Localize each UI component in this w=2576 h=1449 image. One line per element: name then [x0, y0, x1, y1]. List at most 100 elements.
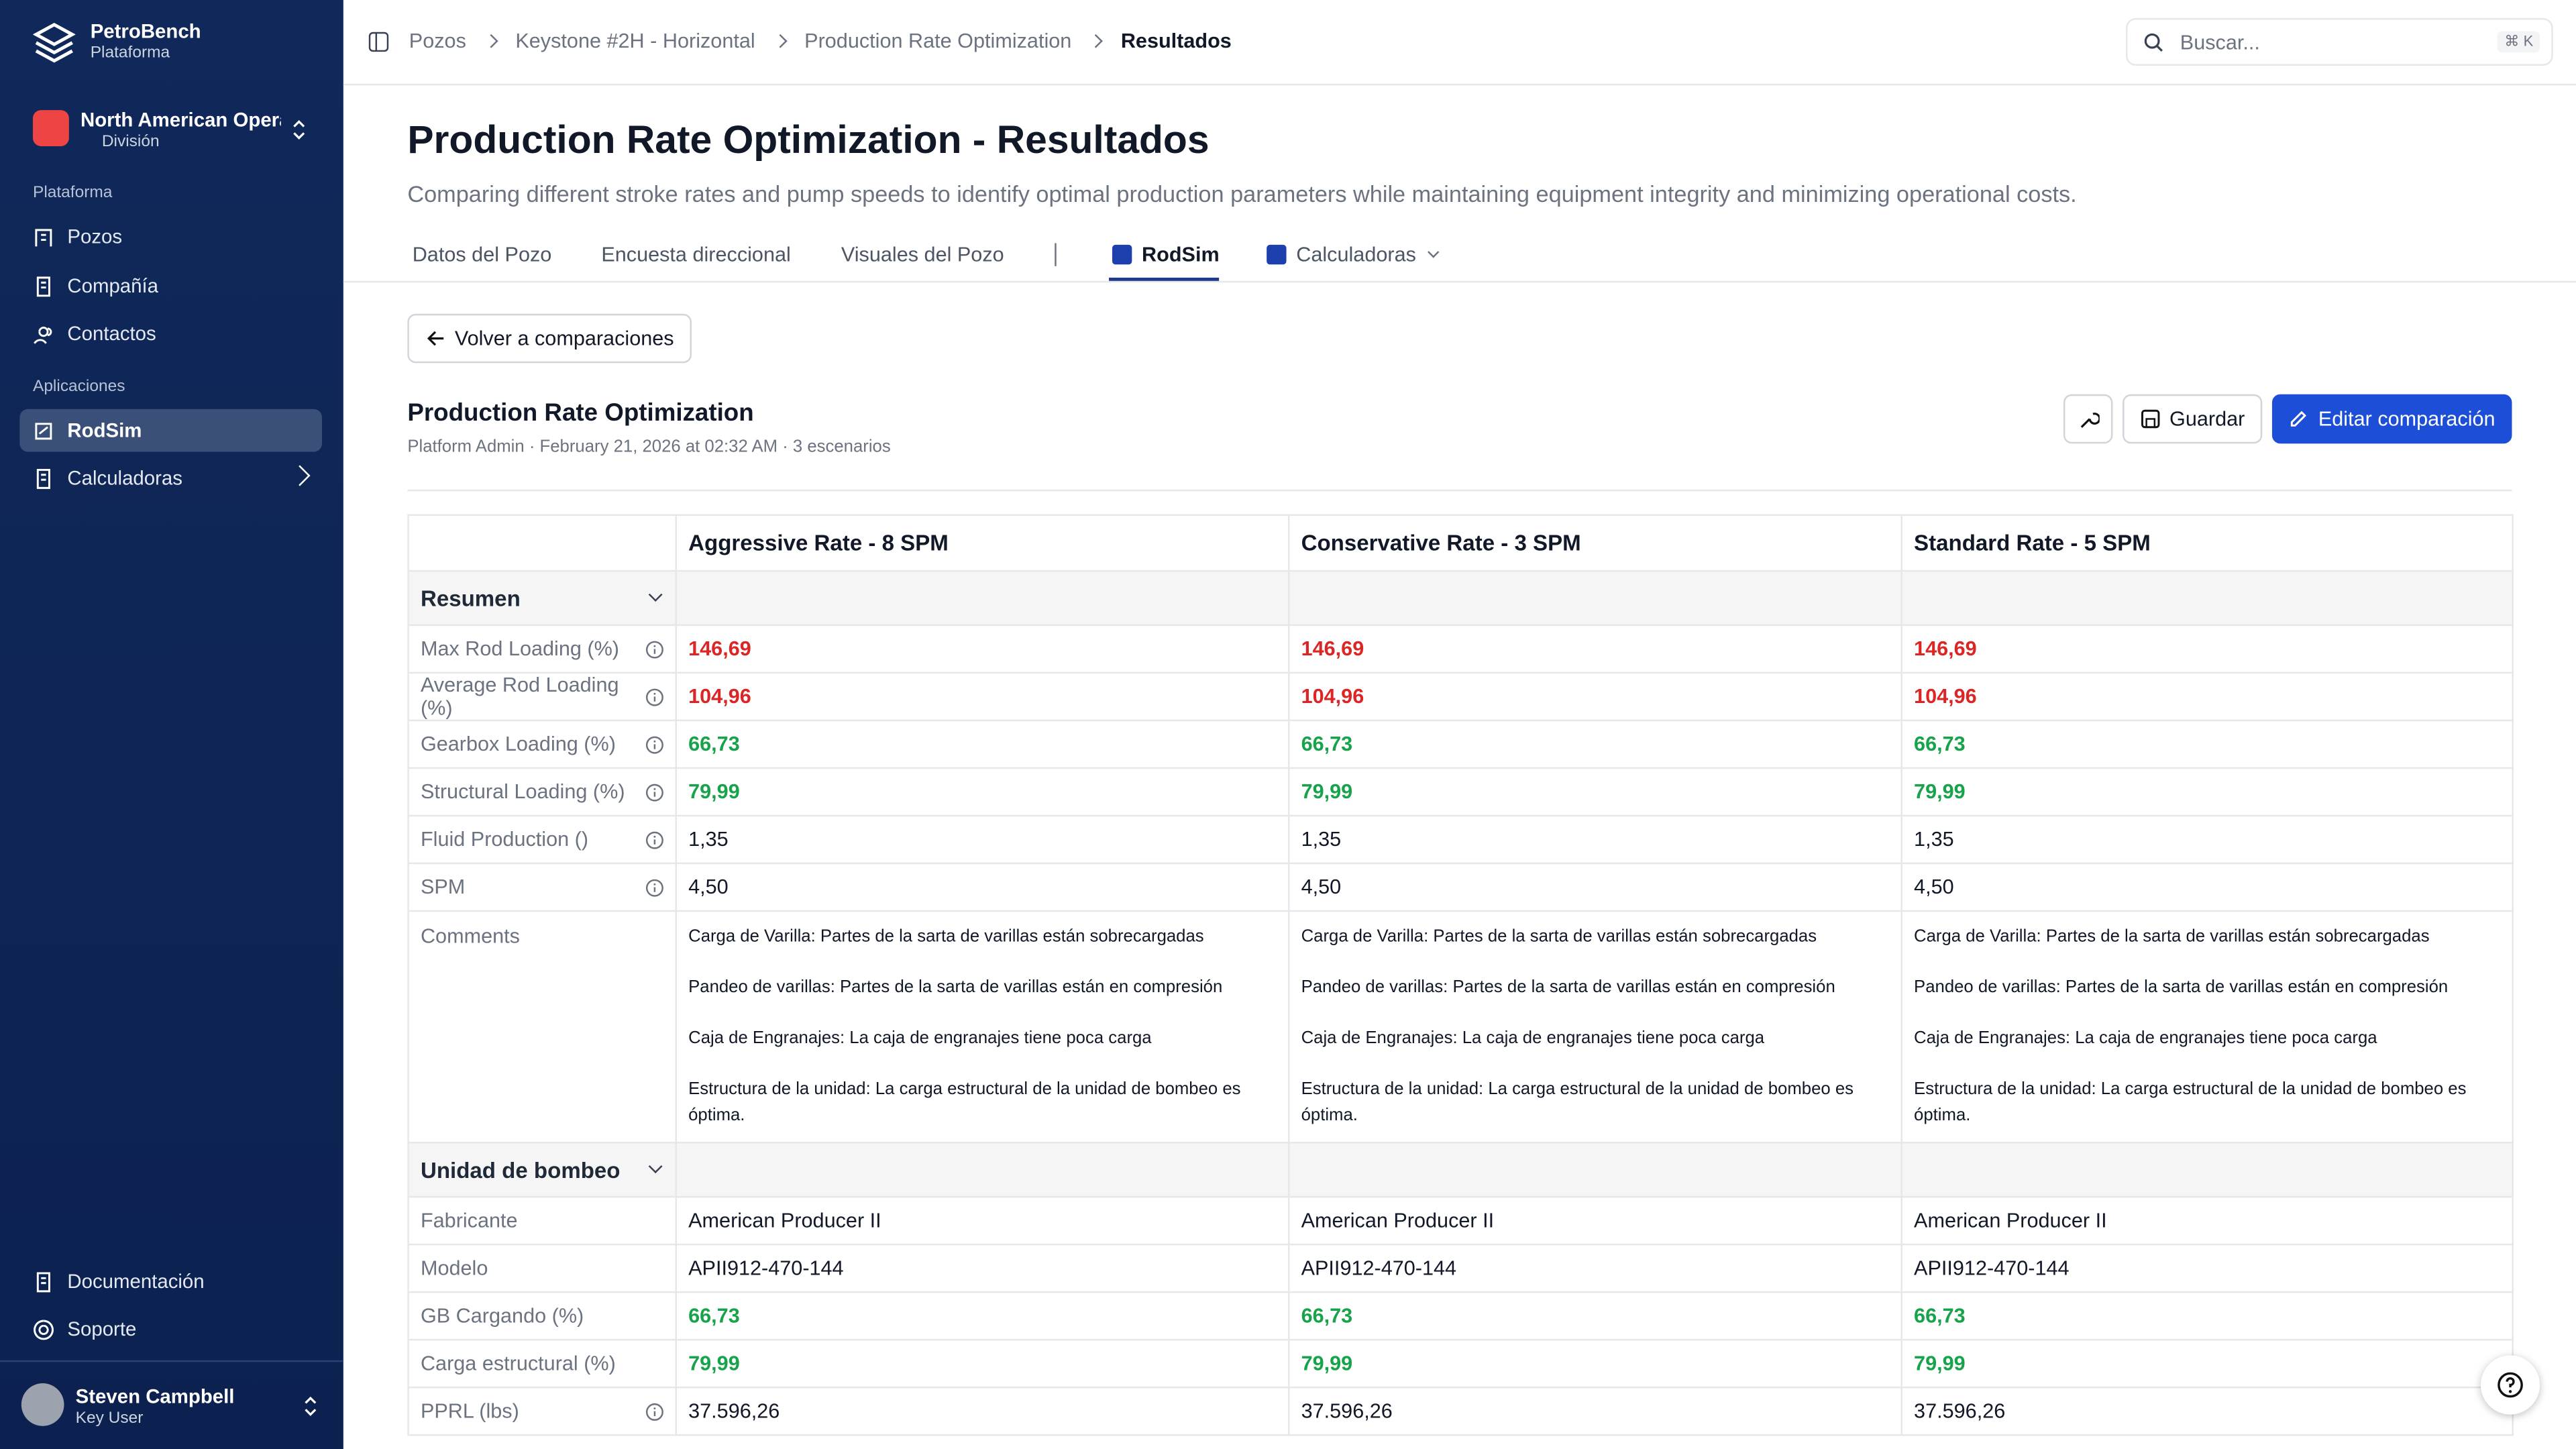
row-label-text: Carga estructural (%) — [420, 1352, 616, 1375]
breadcrumb-item[interactable]: Keystone #2H - Horizontal — [515, 30, 755, 53]
nav-item[interactable]: Compañía — [19, 264, 322, 307]
section-row: Unidad de bombeo — [407, 1142, 2514, 1198]
value-cell: APII912-470-144 — [1900, 1243, 2514, 1293]
nav-icon — [34, 1319, 54, 1340]
value-cell: 104,96 — [675, 672, 1290, 722]
data-row: Gearbox Loading (%) 66,73 66,73 66,73 — [407, 719, 2514, 769]
data-row: Average Rod Loading (%) 104,96 104,96 104,9… — [407, 672, 2514, 722]
tab[interactable]: Visuales del Pozo — [841, 243, 1004, 266]
info-icon[interactable] — [645, 640, 663, 658]
comment-line: Pandeo de varillas: Partes de la sarta d… — [1301, 977, 1835, 998]
nav-item[interactable]: Calculadoras — [19, 457, 322, 500]
row-label: GB Cargando (%) — [421, 1304, 663, 1327]
data-row: Modelo APII912-470-144 APII912-470-144 APII… — [407, 1243, 2514, 1293]
row-label-cell: GB Cargando (%) — [407, 1291, 677, 1341]
value-cell: 104,96 — [1288, 672, 1902, 722]
data-row: Fabricante American Producer II American P… — [407, 1195, 2514, 1246]
nav-item[interactable]: Soporte — [19, 1307, 322, 1350]
value-cell: 1,35 — [675, 814, 1290, 865]
comment-line: Estructura de la unidad: La carga estruc… — [688, 1079, 1241, 1126]
section-empty-cell — [675, 570, 1290, 627]
value-cell: 79,99 — [1900, 1338, 2514, 1389]
search-shortcut: ⌘ K — [2498, 31, 2540, 53]
search-box[interactable]: Buscar... ⌘ K — [2125, 17, 2553, 66]
row-label-cell: Average Rod Loading (%) — [407, 672, 677, 722]
nav-icon — [36, 468, 50, 488]
value-cell: 66,73 — [675, 1291, 1290, 1341]
tab[interactable]: RodSim — [1112, 243, 1220, 266]
data-row: PPRL (lbs) 37.596,26 37.596,26 37.596,26 — [407, 1386, 2514, 1436]
info-icon[interactable] — [645, 735, 663, 753]
value-cell: American Producer II — [1288, 1195, 1902, 1246]
nav-label: Contactos — [67, 322, 156, 345]
tab[interactable]: Datos del Pozo — [413, 243, 552, 266]
section-cell[interactable]: Resumen — [407, 570, 677, 627]
info-icon[interactable] — [645, 783, 663, 801]
info-icon[interactable] — [647, 688, 664, 706]
row-label-text: Comments — [420, 924, 520, 949]
tab-label: RodSim — [1142, 243, 1220, 266]
comment-line: Caja de Engranajes: La caja de engranaje… — [1914, 1028, 2377, 1049]
row-label-text: Structural Loading (%) — [420, 780, 625, 804]
tab[interactable]: Encuesta direccional — [601, 243, 791, 266]
info-icon[interactable] — [645, 878, 663, 896]
row-label-cell: Structural Loading (%) — [407, 767, 677, 817]
comparison-title: Production Rate Optimization — [407, 399, 754, 427]
edit-button[interactable]: Editar comparación — [2271, 394, 2512, 444]
nav-item[interactable]: Documentación — [19, 1260, 322, 1303]
save-label: Guardar — [2169, 407, 2245, 431]
nav-item[interactable]: Contactos — [19, 312, 322, 355]
avatar[interactable] — [21, 1383, 64, 1426]
data-row: Comments Carga de Varilla: Partes de la s… — [407, 910, 2514, 1144]
breadcrumb-item[interactable]: Pozos — [409, 30, 466, 53]
divider — [407, 489, 2512, 492]
value-cell: 146,69 — [1288, 624, 1902, 674]
comment-cell: Carga de Varilla: Partes de la sarta de … — [1900, 910, 2514, 1144]
value-cell: 1,35 — [1288, 814, 1902, 865]
save-button[interactable]: Guardar — [2123, 394, 2263, 444]
value-cell: 146,69 — [675, 624, 1290, 674]
tab-divider — [343, 280, 2576, 283]
row-label-text: Average Rod Loading (%) — [420, 674, 619, 720]
comment-line: Estructura de la unidad: La carga estruc… — [1914, 1079, 2467, 1126]
settings-button[interactable] — [2063, 394, 2113, 444]
breadcrumb-item[interactable]: Production Rate Optimization — [804, 30, 1072, 53]
back-button[interactable]: Volver a comparaciones — [407, 313, 692, 364]
row-label: Carga estructural (%) — [421, 1352, 663, 1375]
info-icon[interactable] — [645, 1402, 663, 1420]
tab-underline — [1109, 277, 1220, 281]
nav-label: Calculadoras — [67, 466, 182, 490]
row-label: Gearbox Loading (%) — [421, 733, 663, 756]
value-cell: 66,73 — [1900, 1291, 2514, 1341]
row-label: Fluid Production () — [421, 828, 663, 851]
comment-line: Carga de Varilla: Partes de la sarta de … — [688, 926, 1204, 947]
brand: PetroBench — [90, 19, 201, 43]
section-label: Aplicaciones — [32, 378, 125, 396]
nav-item[interactable]: Pozos — [19, 215, 322, 258]
org-name[interactable]: North American Opera — [80, 108, 281, 131]
org-switch-icon[interactable] — [290, 118, 307, 141]
row-label-cell: Fluid Production () — [407, 814, 677, 865]
page-title: Production Rate Optimization - Resultado… — [407, 118, 1210, 163]
help-button[interactable] — [2480, 1355, 2540, 1415]
user-name[interactable]: Steven Campbell — [75, 1385, 235, 1408]
section-row: Resumen — [407, 570, 2514, 627]
section-cell[interactable]: Unidad de bombeo — [407, 1142, 677, 1198]
tab[interactable]: Calculadoras — [1267, 243, 1440, 266]
comment-line: Caja de Engranajes: La caja de engranaje… — [688, 1028, 1152, 1049]
tab-separator — [1055, 243, 1057, 266]
nav-item[interactable]: RodSim — [19, 409, 323, 452]
value-cell: American Producer II — [675, 1195, 1290, 1246]
tab-label: Calculadoras — [1296, 243, 1416, 266]
section-title: Unidad de bombeo — [420, 1157, 621, 1183]
value-cell: APII912-470-144 — [675, 1243, 1290, 1293]
info-icon[interactable] — [645, 830, 663, 849]
sidebar-toggle[interactable] — [368, 32, 390, 53]
user-menu-icon[interactable] — [303, 1395, 319, 1417]
nav-label: Documentación — [67, 1270, 205, 1293]
corner-cell — [407, 514, 677, 572]
comparison-table: Aggressive Rate - 8 SPM Conservative Rate… — [407, 514, 2514, 1436]
topbar: Pozos Keystone #2H - Horizontal Production… — [343, 0, 2576, 86]
